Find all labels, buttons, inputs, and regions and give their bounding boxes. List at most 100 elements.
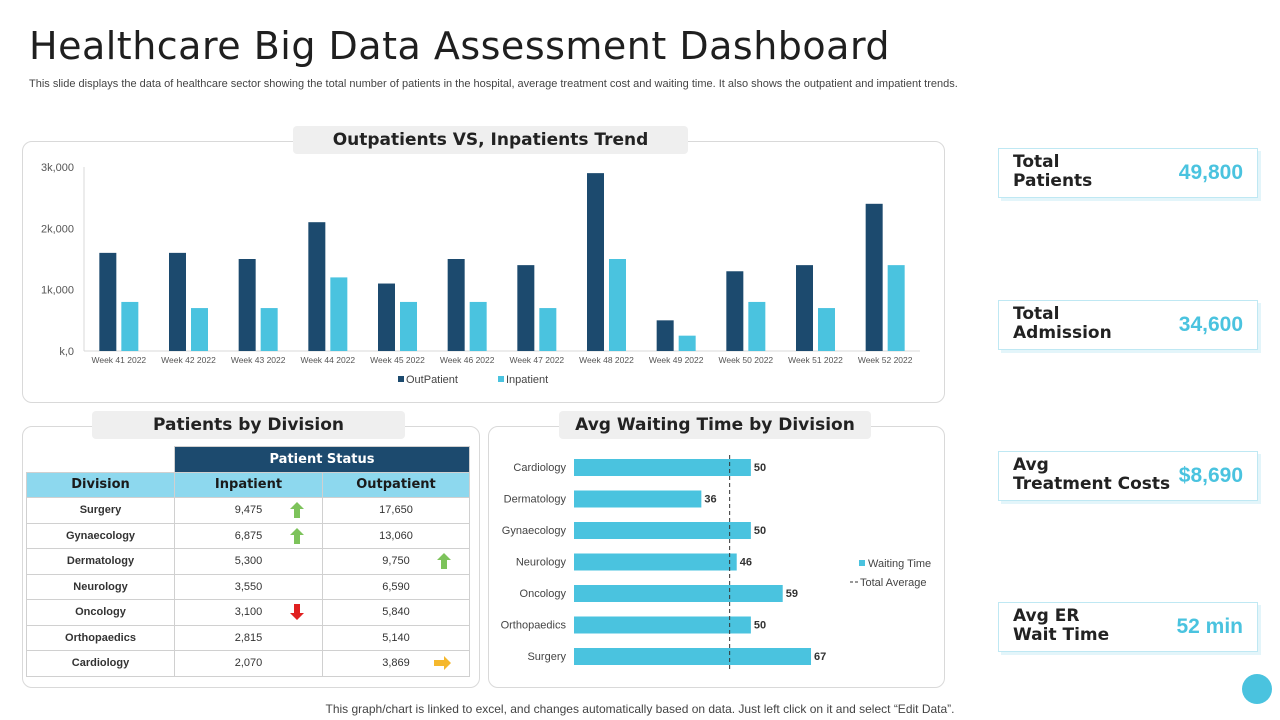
x-tick-label: Week 47 2022	[509, 355, 564, 365]
category-label: Dermatology	[504, 494, 567, 506]
inpatient-bar	[748, 301, 766, 351]
outpatient-cell: 5,840	[322, 599, 470, 626]
waiting-time-bar	[574, 459, 751, 476]
inpatient-bar	[469, 301, 487, 351]
division-cell: Cardiology	[26, 650, 175, 677]
kpi-value: 52 min	[1176, 615, 1243, 638]
division-cell: Dermatology	[26, 548, 175, 575]
outpatient-bar	[796, 265, 813, 351]
bar-value-label: 50	[754, 525, 766, 537]
x-tick-label: Week 48 2022	[579, 355, 634, 365]
y-tick-label: k,0	[59, 346, 74, 358]
division-table: Patient Status Division Inpatient Outpat…	[26, 446, 470, 677]
legend-swatch	[398, 376, 404, 382]
outpatient-bar	[517, 265, 535, 351]
inpatient-bar	[400, 301, 417, 351]
bar-value-label: 67	[814, 651, 826, 663]
division-cell: Oncology	[26, 599, 175, 626]
kpi-value: $8,690	[1178, 464, 1243, 487]
bar-value-label: 46	[740, 557, 752, 569]
kpi-label: Avg Treatment Costs	[1013, 455, 1171, 494]
x-tick-label: Week 51 2022	[788, 355, 843, 365]
category-label: Neurology	[516, 557, 567, 569]
category-label: Gynaecology	[502, 525, 567, 537]
inpatient-cell: 2,815	[174, 624, 323, 651]
trend-chart: k,0 1k,000 2k,000 3k,000 Week 41 2022 Week 42…	[41, 162, 920, 386]
category-label: Cardiology	[513, 462, 566, 474]
y-tick-label: 3k,000	[41, 162, 74, 174]
table-row: Dermatology 5,300 9,750	[26, 548, 470, 575]
x-tick-label: Week 52 2022	[858, 355, 913, 365]
table-row: Orthopaedics 2,815 5,140	[26, 624, 470, 651]
outpatient-cell: 17,650	[322, 497, 470, 524]
kpi-total-admission: Total Admission 34,600	[998, 300, 1258, 350]
division-cell: Gynaecology	[26, 522, 175, 549]
outpatient-bar	[238, 259, 256, 351]
inpatient-bar	[330, 277, 348, 351]
x-tick-label: Week 41 2022	[91, 355, 146, 365]
category-label: Orthopaedics	[501, 620, 567, 632]
inpatient-bar	[887, 265, 905, 351]
footer-note: This graph/chart is linked to excel, and…	[325, 702, 955, 716]
division-cell: Neurology	[26, 573, 175, 600]
table-row: Cardiology 2,070 3,869	[26, 650, 470, 677]
waiting-time-bar	[574, 522, 751, 539]
inpatient-bar	[191, 308, 208, 351]
patient-status-header: Patient Status	[174, 446, 470, 473]
outpatient-cell: 9,750	[322, 548, 470, 575]
bar-value-label: 50	[754, 462, 766, 474]
x-tick-label: Week 42 2022	[161, 355, 216, 365]
category-label: Surgery	[527, 651, 566, 663]
kpi-avg-treatment-costs: Avg Treatment Costs $8,690	[998, 451, 1258, 501]
table-row: Gynaecology 6,875 13,060	[26, 522, 470, 549]
kpi-value: 34,600	[1178, 313, 1243, 336]
outpatient-cell: 5,140	[322, 624, 470, 651]
legend-label: Waiting Time	[868, 558, 931, 570]
kpi-value: 49,800	[1178, 161, 1243, 184]
inpatient-cell: 9,475	[174, 497, 323, 524]
trend-panel-title: Outpatients VS, Inpatients Trend	[293, 126, 688, 154]
outpatient-cell: 13,060	[322, 522, 470, 549]
table-row: Oncology 3,100 5,840	[26, 599, 470, 626]
inpatient-bar	[539, 308, 557, 351]
outpatient-bar	[865, 203, 883, 351]
inpatient-bar	[609, 259, 626, 351]
waiting-time-bar	[574, 648, 812, 665]
arrow-up-icon	[290, 502, 304, 521]
table-row: Neurology 3,550 6,590	[26, 573, 470, 600]
x-tick-label: Week 45 2022	[370, 355, 425, 365]
kpi-label: Total Patients	[1013, 152, 1093, 191]
legend-swatch	[498, 376, 504, 382]
outpatient-bar	[99, 252, 117, 351]
legend-swatch	[859, 560, 865, 566]
inpatient-cell: 3,100	[174, 599, 323, 626]
inpatient-cell: 6,875	[174, 522, 323, 549]
bar-value-label: 50	[754, 620, 766, 632]
inpatient-bar	[121, 301, 139, 351]
waiting-time-bar	[574, 490, 702, 508]
kpi-total-patients: Total Patients 49,800	[998, 148, 1258, 198]
waiting-time-bar	[574, 585, 783, 602]
outpatient-col-header: Outpatient	[322, 471, 470, 498]
x-tick-label: Week 49 2022	[649, 355, 704, 365]
outpatient-bar	[308, 222, 326, 351]
legend-label: Inpatient	[506, 374, 548, 386]
inpatient-bar	[678, 335, 696, 351]
arrow-down-icon	[290, 604, 304, 623]
arrow-up-icon	[437, 553, 451, 572]
kpi-avg-er-wait-time: Avg ER Wait Time 52 min	[998, 602, 1258, 652]
outpatient-bar	[656, 320, 674, 351]
division-col-header: Division	[26, 471, 175, 498]
y-tick-label: 2k,000	[41, 223, 74, 235]
y-tick-label: 1k,000	[41, 285, 74, 297]
wait-chart: Cardiology 50 Dermatology 36 Gynaecology 50 Ne…	[501, 455, 931, 669]
decorative-circle	[1242, 674, 1272, 704]
bar-value-label: 59	[786, 588, 798, 600]
table-row: Surgery 9,475 17,650	[26, 497, 470, 524]
x-tick-label: Week 44 2022	[300, 355, 355, 365]
division-cell: Surgery	[26, 497, 175, 524]
outpatient-bar	[447, 259, 465, 351]
outpatient-bar	[726, 271, 744, 351]
waiting-time-bar	[574, 553, 737, 571]
inpatient-cell: 3,550	[174, 573, 323, 600]
